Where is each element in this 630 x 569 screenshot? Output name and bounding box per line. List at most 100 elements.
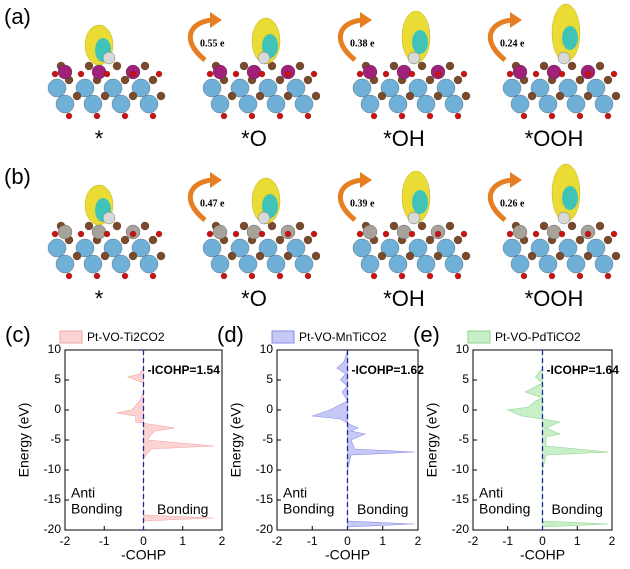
x-tick-label: -2 [60, 534, 71, 548]
panel-label: (a) [4, 4, 31, 29]
y-tick-label: -15 [44, 492, 62, 506]
atom [460, 230, 468, 238]
atom [576, 112, 584, 120]
atom [388, 254, 408, 274]
x-tick-label: -1 [502, 534, 513, 548]
x-axis-label: -COHP [520, 547, 565, 563]
atom [520, 272, 528, 280]
atom [210, 94, 230, 114]
atom [356, 230, 364, 238]
y-tick-label: 0 [54, 402, 61, 416]
atom [294, 94, 314, 114]
atom [284, 230, 292, 238]
atom [389, 221, 399, 231]
adsorbate-label: *OOH [525, 286, 584, 311]
anti-label: Anti [283, 485, 307, 501]
y-tick-label: -5 [262, 432, 273, 446]
atom [112, 61, 122, 71]
atom [121, 112, 129, 120]
atom [362, 224, 378, 240]
atom [557, 51, 571, 65]
arrow-head [360, 172, 372, 188]
atom [425, 235, 435, 245]
atom [206, 70, 214, 78]
atom [131, 238, 151, 258]
atom [539, 221, 549, 231]
atom [506, 230, 514, 238]
atom [611, 251, 621, 261]
atom [604, 272, 612, 280]
atom [84, 61, 94, 71]
x-tick-label: -1 [307, 534, 318, 548]
atom [83, 254, 103, 274]
x-axis-label: -COHP [325, 547, 370, 563]
atom [100, 91, 110, 101]
x-tick-label: 0 [140, 534, 147, 548]
atom [425, 75, 435, 85]
atom [93, 272, 101, 280]
atom [220, 272, 228, 280]
atom [352, 78, 372, 98]
transfer-arrow [487, 17, 513, 62]
atom [202, 78, 222, 98]
atom [461, 251, 471, 261]
charge-label: 0.55 e [200, 38, 225, 49]
x-axis-label: -COHP [121, 547, 166, 563]
atom [55, 94, 75, 114]
atom [310, 70, 318, 78]
atom [532, 70, 540, 78]
atom [310, 230, 318, 238]
charge-density [262, 194, 278, 218]
atom [426, 272, 434, 280]
atom [295, 61, 305, 71]
atom [103, 70, 111, 78]
atom [275, 235, 285, 245]
atom [149, 272, 157, 280]
atom [227, 251, 237, 261]
atom [294, 254, 314, 274]
atom [112, 221, 122, 231]
atom [55, 254, 75, 274]
atom [57, 224, 73, 240]
atom [284, 70, 292, 78]
structure [187, 12, 321, 120]
legend-label: Pt-VO-Ti2CO2 [87, 330, 165, 344]
atom [212, 224, 228, 240]
charge-label: 0.38 e [350, 38, 375, 49]
atom [286, 78, 306, 98]
y-tick-label: 5 [54, 372, 61, 386]
atom [407, 51, 421, 65]
x-tick-label: 1 [179, 534, 186, 548]
adsorbate-label: *O [241, 126, 267, 151]
y-tick-label: 10 [260, 342, 274, 356]
atom [75, 78, 95, 98]
structure [487, 3, 621, 120]
atom [538, 94, 558, 114]
atom [389, 61, 399, 71]
atom [212, 64, 228, 80]
atom [47, 238, 67, 258]
atom [444, 94, 464, 114]
atom [370, 272, 378, 280]
x-tick-label: 1 [574, 534, 581, 548]
atom [102, 211, 116, 225]
atom [140, 221, 150, 231]
atom [417, 61, 427, 71]
atom [460, 70, 468, 78]
atom [512, 224, 528, 240]
bonding-label: Bonding [357, 501, 408, 517]
atom [100, 251, 110, 261]
atom [129, 70, 137, 78]
y-tick-label: 0 [266, 402, 273, 416]
atom [275, 75, 285, 85]
atom [527, 91, 537, 101]
atom [610, 70, 618, 78]
atom [148, 75, 158, 85]
atom [304, 112, 312, 120]
atom [388, 94, 408, 114]
atom [398, 272, 406, 280]
atom [131, 78, 151, 98]
atom [47, 78, 67, 98]
bonding-label: Bonding [552, 501, 603, 517]
atom [583, 91, 593, 101]
